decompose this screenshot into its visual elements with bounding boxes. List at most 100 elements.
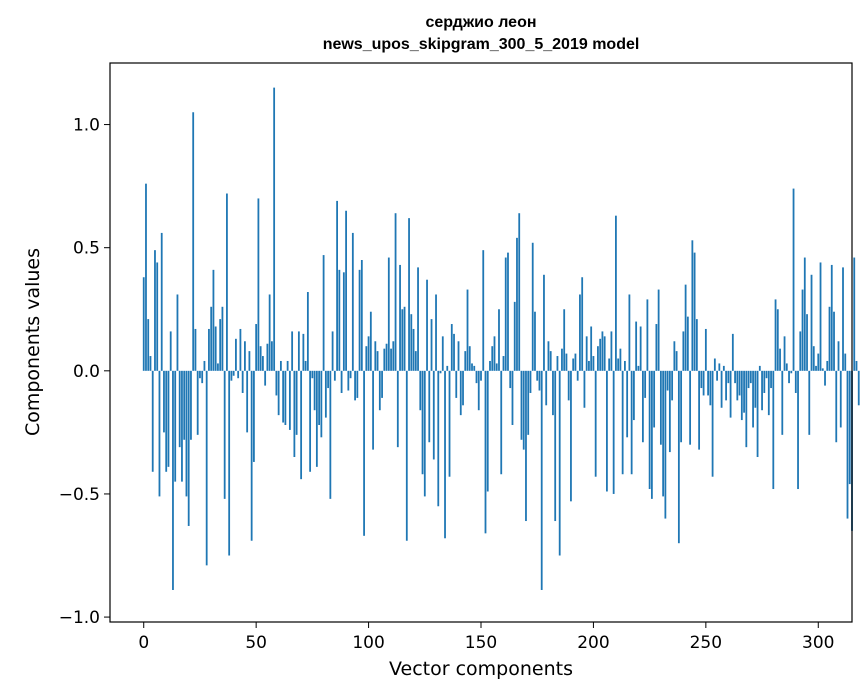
bar-60: [277, 370, 280, 416]
bar-25: [199, 370, 201, 379]
bar-65: [288, 370, 291, 430]
bar-236: [673, 341, 676, 371]
bar-0: [142, 277, 145, 371]
bar-128: [430, 319, 433, 371]
bar-284: [781, 370, 784, 435]
chart-subtitle: news_upos_skipgram_300_5_2019 model: [322, 36, 640, 53]
bar-55: [266, 343, 269, 371]
bar-287: [788, 370, 790, 384]
bar-12: [169, 331, 172, 371]
bar-251: [707, 370, 709, 396]
bar-276: [763, 370, 766, 393]
bar-243: [689, 370, 692, 445]
bar-5: [154, 250, 156, 371]
bar-277: [765, 370, 768, 379]
bar-34: [219, 319, 222, 371]
bar-135: [446, 365, 449, 371]
bar-295: [806, 314, 808, 371]
bar-94: [354, 370, 356, 401]
bar-178: [543, 274, 545, 371]
bar-244: [691, 240, 694, 371]
bar-92: [349, 370, 352, 379]
bar-174: [534, 311, 536, 371]
bar-118: [408, 218, 410, 371]
bar-33: [217, 363, 219, 371]
bar-49: [253, 370, 255, 462]
bar-157: [495, 363, 498, 371]
bar-117: [405, 370, 408, 541]
bar-30: [210, 306, 213, 371]
bar-113: [396, 370, 399, 448]
bar-130: [435, 294, 437, 371]
bar-210: [615, 215, 617, 371]
bar-103: [374, 341, 377, 371]
bar-24: [196, 370, 199, 435]
bar-78: [318, 370, 321, 425]
bar-209: [612, 370, 615, 494]
bar-208: [610, 331, 613, 371]
bar-122: [417, 267, 419, 371]
x-tick-label: 0: [138, 633, 149, 653]
bar-235: [671, 370, 674, 401]
bar-77: [315, 370, 318, 467]
bar-181: [549, 351, 552, 371]
bar-27: [203, 360, 206, 371]
bar-241: [684, 284, 687, 371]
bar-156: [493, 336, 496, 371]
bar-116: [403, 306, 406, 371]
bar-252: [709, 370, 712, 406]
bar-38: [228, 370, 231, 556]
bar-19: [185, 370, 188, 497]
bar-238: [677, 370, 680, 544]
bar-204: [601, 331, 604, 371]
bar-161: [504, 257, 507, 371]
bar-193: [576, 370, 579, 381]
bar-70: [300, 370, 303, 480]
x-tick-label: 300: [802, 633, 834, 653]
bar-186: [561, 348, 563, 371]
bar-256: [718, 363, 721, 371]
bar-205: [603, 336, 606, 371]
bar-57: [270, 341, 273, 371]
bar-166: [516, 237, 518, 371]
bar-248: [700, 370, 703, 389]
bar-43: [239, 328, 242, 371]
bar-288: [790, 370, 793, 374]
bar-73: [306, 292, 309, 371]
bar-111: [392, 341, 395, 371]
bar-318: [857, 370, 860, 406]
bar-311: [842, 267, 844, 371]
bar-227: [653, 370, 656, 428]
bar-131: [437, 370, 440, 507]
bar-88: [340, 370, 343, 393]
x-tick-label: 150: [465, 633, 497, 653]
bar-308: [835, 370, 838, 443]
bar-306: [830, 264, 833, 371]
bar-68: [295, 370, 298, 435]
bar-299: [815, 365, 817, 371]
bar-8: [160, 232, 163, 371]
bar-145: [468, 346, 471, 371]
bar-72: [304, 360, 307, 371]
bar-176: [538, 370, 541, 391]
bar-316: [853, 257, 856, 371]
bar-189: [567, 370, 570, 401]
bar-97: [360, 260, 363, 371]
bar-136: [448, 370, 451, 477]
bar-232: [664, 370, 667, 519]
bar-151: [482, 250, 485, 371]
bar-291: [797, 370, 799, 490]
bar-199: [590, 326, 593, 371]
bar-192: [574, 353, 577, 371]
y-axis-label: Components values: [22, 247, 44, 437]
bar-20: [187, 370, 190, 526]
bar-105: [378, 370, 381, 411]
bar-125: [423, 370, 426, 497]
bar-149: [477, 370, 480, 411]
bar-245: [693, 252, 696, 371]
bar-266: [740, 370, 743, 421]
bar-115: [401, 309, 404, 371]
bar-67: [293, 370, 296, 458]
bar-52: [259, 346, 262, 371]
x-tick-label: 250: [690, 633, 722, 653]
